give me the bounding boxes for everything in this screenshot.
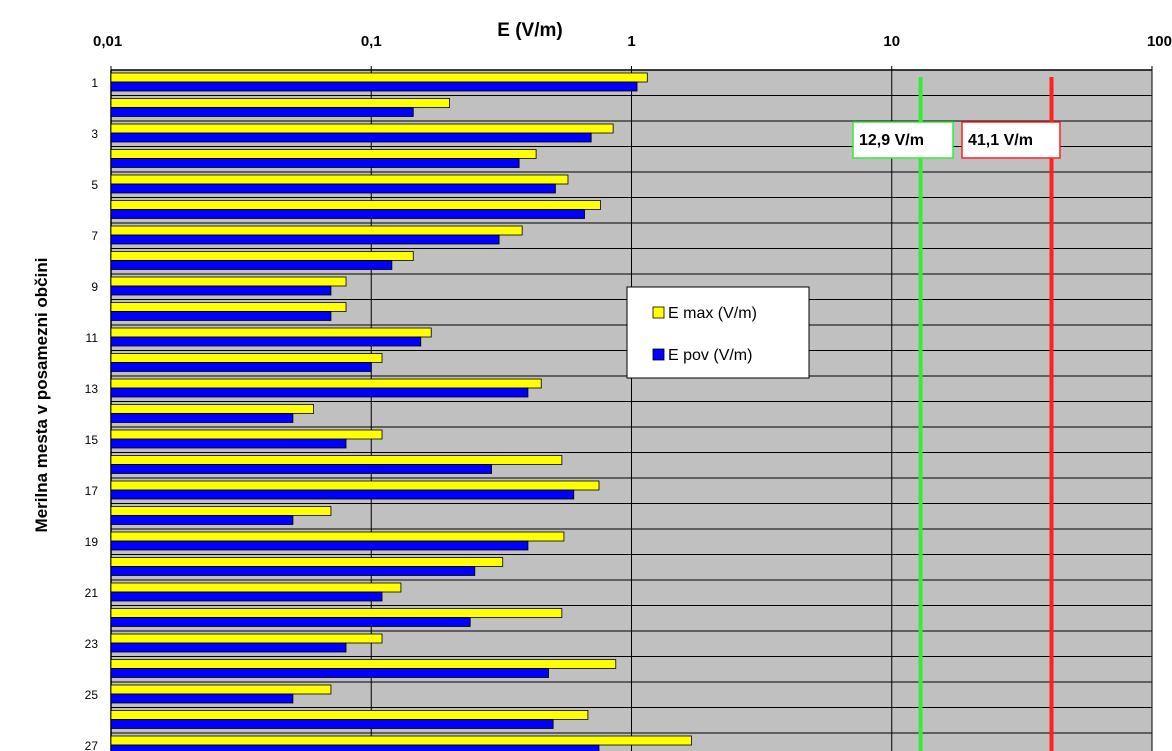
bar-epov xyxy=(110,617,471,627)
y-tick-label: 25 xyxy=(85,688,99,702)
bar-emax xyxy=(110,353,383,363)
bar-epov xyxy=(110,387,529,398)
bar-emax xyxy=(110,506,332,516)
bar-emax xyxy=(110,378,542,389)
bar-epov xyxy=(110,158,520,168)
y-tick-label: 9 xyxy=(91,280,98,294)
bar-emax xyxy=(110,557,504,567)
bar-emax xyxy=(110,429,383,440)
bar-emax xyxy=(110,455,563,465)
bar-emax xyxy=(110,633,383,644)
bar-epov xyxy=(110,591,383,602)
y-axis-title: Merilna mesta v posamezni občini xyxy=(32,258,51,533)
bar-epov xyxy=(110,566,476,576)
legend-box xyxy=(626,286,810,379)
bar-emax xyxy=(110,174,569,185)
bar-epov xyxy=(110,744,600,751)
bar-epov xyxy=(110,438,347,449)
bar-emax xyxy=(110,98,450,108)
y-tick-label: 17 xyxy=(85,484,99,498)
reference-label: 41,1 V/m xyxy=(968,132,1033,149)
y-tick-label: 13 xyxy=(85,382,99,396)
bar-epov xyxy=(110,693,294,704)
bar-emax xyxy=(110,582,402,593)
bar-epov xyxy=(110,209,585,219)
legend-entry: E max (V/m) xyxy=(668,305,757,322)
bar-epov xyxy=(110,132,592,143)
bar-emax xyxy=(110,659,617,669)
x-tick-label: 0,01 xyxy=(93,33,122,50)
bar-emax xyxy=(110,327,432,338)
x-tick-label: 10 xyxy=(883,33,900,50)
y-tick-label: 21 xyxy=(85,586,99,600)
bars xyxy=(110,72,692,751)
x-tick-label: 1 xyxy=(627,33,635,50)
x-axis-title: E (V/m) xyxy=(497,20,562,41)
y-tick-label: 3 xyxy=(91,127,98,141)
x-tick-labels: 0,01 0,1 1 10 100 xyxy=(93,33,1172,50)
bar-emax xyxy=(110,72,648,83)
bar-epov xyxy=(110,642,347,653)
reference-label-box xyxy=(852,121,954,159)
bar-epov xyxy=(110,260,393,270)
bar-epov xyxy=(110,515,294,525)
x-tick-label: 0,1 xyxy=(361,33,382,50)
y-tick-label: 19 xyxy=(85,535,99,549)
legend-entry: E pov (V/m) xyxy=(668,347,752,364)
bar-epov xyxy=(110,540,529,551)
bar-epov xyxy=(110,81,638,92)
bar-emax xyxy=(110,225,523,236)
bar-emax xyxy=(110,200,601,210)
bar-emax xyxy=(110,735,692,746)
bar-epov xyxy=(110,362,372,372)
bar-emax xyxy=(110,404,314,414)
bar-epov xyxy=(110,336,422,347)
bar-emax xyxy=(110,123,614,134)
bar-epov xyxy=(110,311,332,321)
bar-epov xyxy=(110,668,549,678)
bar-emax xyxy=(110,302,347,312)
bar-emax xyxy=(110,608,563,618)
legend: E max (V/m) E pov (V/m) xyxy=(626,286,810,379)
bar-emax xyxy=(110,251,414,261)
bar-epov xyxy=(110,285,332,296)
bar-epov xyxy=(110,413,294,423)
bar-epov xyxy=(110,719,554,729)
bar-emax xyxy=(110,480,600,491)
reference-label-box xyxy=(961,121,1061,159)
bar-emax xyxy=(110,684,332,695)
bar-epov xyxy=(110,489,575,500)
y-tick-label: 23 xyxy=(85,637,99,651)
bar-emax xyxy=(110,710,589,720)
bar-emax xyxy=(110,531,565,542)
reference-lines: 12,9 V/m 41,1 V/m xyxy=(852,77,1061,751)
x-tick-label: 100 xyxy=(1147,33,1172,50)
bar-epov xyxy=(110,107,414,117)
y-tick-label: 1 xyxy=(91,76,98,90)
bar-epov xyxy=(110,183,556,194)
y-tick-label: 7 xyxy=(91,229,98,243)
bar-emax xyxy=(110,149,537,159)
bar-epov xyxy=(110,234,500,245)
y-tick-label: 11 xyxy=(86,331,99,345)
reference-label: 12,9 V/m xyxy=(859,132,924,149)
y-tick-label: 27 xyxy=(85,739,99,751)
bar-emax xyxy=(110,276,347,287)
y-tick-label: 15 xyxy=(85,433,99,447)
y-tick-label: 5 xyxy=(91,178,98,192)
legend-swatch xyxy=(652,348,665,361)
bar-epov xyxy=(110,464,492,474)
legend-swatch xyxy=(652,306,665,319)
